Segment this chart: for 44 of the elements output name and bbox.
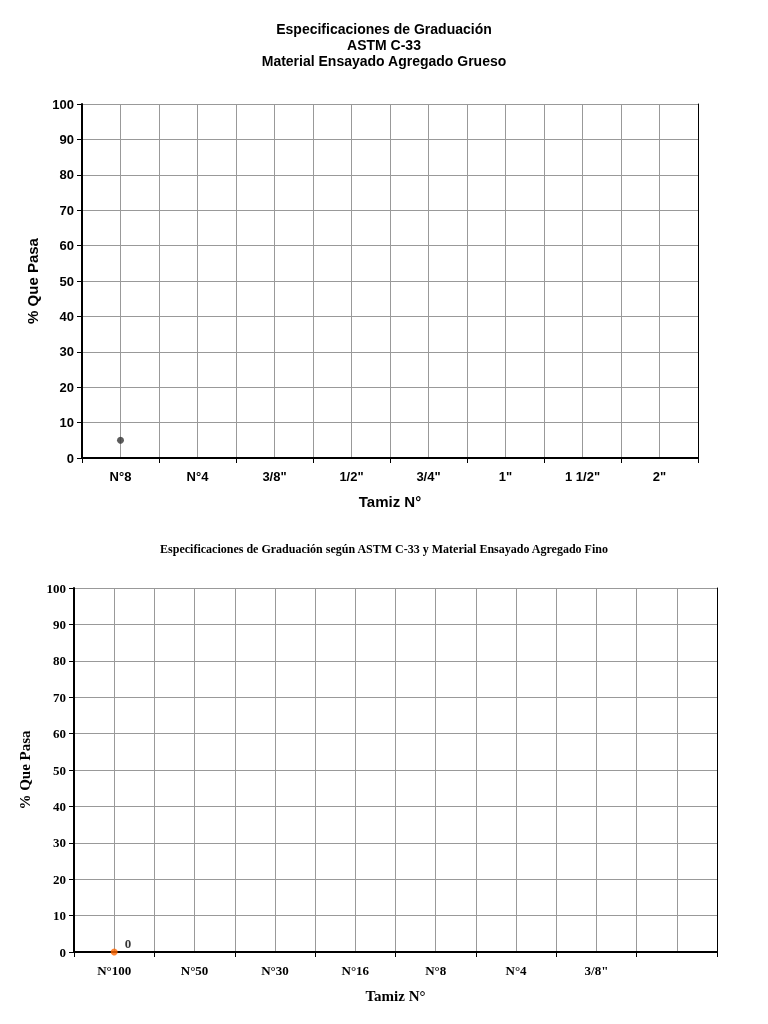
- chart-title: Especificaciones de Graduación ASTM C-33 Material Ensayado Agregado Grueso: [261, 21, 507, 69]
- y-tick-label: 20: [53, 871, 66, 887]
- y-tick-label: 20: [59, 379, 74, 395]
- y-tick-label: 50: [53, 762, 66, 778]
- y-tick-label: 30: [59, 344, 74, 360]
- y-tick-label: 40: [53, 798, 66, 814]
- y-axis-title: % Que Pasa: [24, 237, 41, 324]
- y-tick-label: 10: [53, 908, 66, 924]
- y-tick-label: 30: [53, 835, 66, 851]
- x-tick-label: N°8: [425, 963, 447, 978]
- x-axis-title: Tamiz N°: [365, 987, 426, 1004]
- x-tick-label: N°8: [109, 469, 132, 484]
- x-tick-label: N°16: [341, 963, 370, 978]
- y-tick-label: 100: [46, 580, 66, 596]
- y-tick-label: 0: [59, 944, 66, 960]
- y-tick-label: 100: [52, 96, 74, 112]
- y-tick-label: 10: [59, 415, 74, 431]
- chart-title: Especificaciones de Graduación según ASTM C-33 y Material Ensayado Agregado Fino: [160, 542, 608, 556]
- x-tick-label: 3/8": [262, 469, 287, 484]
- y-tick-label: 90: [59, 131, 74, 147]
- x-tick-label: 1/2": [339, 469, 364, 484]
- x-tick-label: 3/4": [416, 469, 441, 484]
- x-tick-label: N°4: [505, 963, 528, 978]
- x-tick-label: 2": [652, 469, 667, 484]
- y-tick-label: 60: [53, 726, 66, 742]
- x-tick-label: 1 1/2": [564, 469, 601, 484]
- y-axis-title: % Que Pasa: [16, 729, 33, 810]
- x-tick-label: N°4: [186, 469, 210, 484]
- x-tick-label: N°30: [261, 963, 289, 978]
- x-tick-label: 3/8": [584, 963, 609, 978]
- y-tick-label: 60: [59, 238, 74, 254]
- y-tick-label: 50: [59, 273, 74, 289]
- y-tick-label: 70: [59, 202, 74, 218]
- y-tick-label: 70: [53, 689, 66, 705]
- data-label: 0: [124, 935, 132, 951]
- x-tick-label: 1": [498, 469, 513, 484]
- x-axis-title: Tamiz N°: [358, 493, 422, 510]
- y-tick-label: 80: [53, 653, 66, 669]
- y-tick-label: 40: [59, 308, 74, 324]
- x-tick-label: N°100: [97, 963, 132, 978]
- y-tick-label: 0: [66, 450, 74, 466]
- x-tick-label: N°50: [180, 963, 209, 978]
- y-tick-label: 80: [59, 167, 74, 183]
- y-tick-label: 90: [53, 616, 66, 632]
